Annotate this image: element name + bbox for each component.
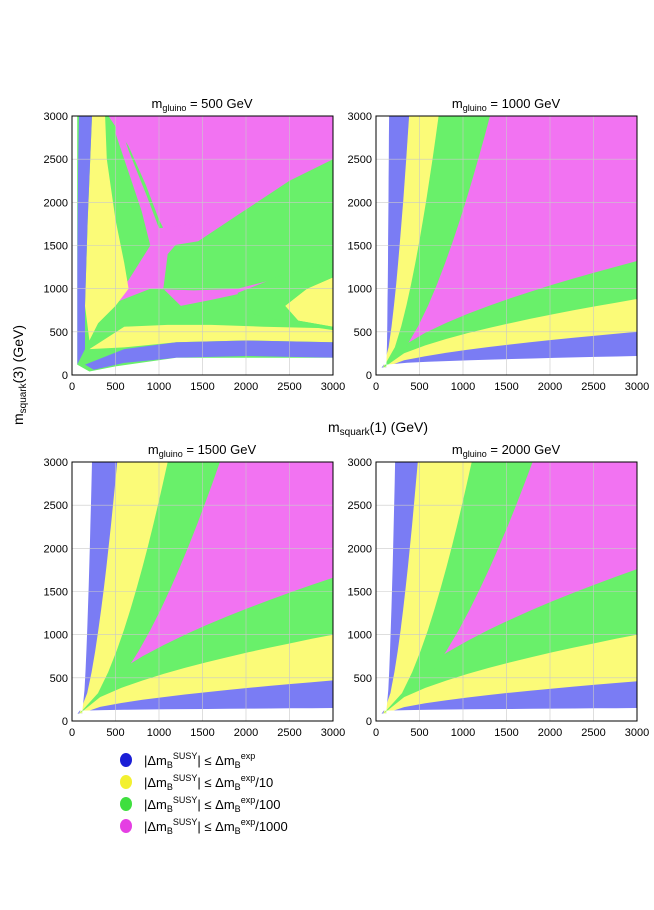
region-green-right <box>237 262 333 331</box>
x-tick-label: 2000 <box>538 381 562 393</box>
y-tick-label: 500 <box>354 673 372 685</box>
panel-3-plot <box>72 462 333 721</box>
x-tick-label: 2500 <box>581 727 605 739</box>
legend-marker <box>120 797 132 811</box>
y-tick-label: 500 <box>354 327 372 339</box>
axes-frame <box>375 461 638 722</box>
y-tick-label: 1000 <box>348 630 372 642</box>
x-tick-label: 1500 <box>494 381 518 393</box>
y-tick-label: 0 <box>366 370 372 382</box>
axes-frame <box>71 461 334 722</box>
legend-marker <box>120 819 132 833</box>
y-tick-label: 2000 <box>44 197 68 209</box>
x-tick-label: 500 <box>106 727 124 739</box>
y-tick-label: 0 <box>62 716 68 728</box>
panel-1-plot <box>72 116 333 375</box>
legend-entry: |ΔmBSUSY| ≤ ΔmBexp <box>144 751 255 770</box>
y-tick-label: 3000 <box>348 111 372 123</box>
legend: |ΔmBSUSY| ≤ ΔmBexp |ΔmBSUSY| ≤ ΔmBexp/10 |… <box>120 751 288 836</box>
panel-2-plot <box>376 116 637 375</box>
panel-3-title: mgluino = 1500 GeV <box>148 442 257 459</box>
region-magenta-upper <box>108 116 333 246</box>
axes-frames: 0 500 1000 1500 2000 2500 3000 0 500 1000 1500 2000… <box>44 111 650 739</box>
y-tick-label: 1000 <box>44 284 68 296</box>
panel-1-title: mgluino = 500 GeV <box>151 96 252 113</box>
y-tick-label: 3000 <box>348 457 372 469</box>
y-axis-label: msquark(3) (GeV) <box>10 325 29 425</box>
region-yellow-left <box>85 116 129 341</box>
x-tick-label: 500 <box>410 727 428 739</box>
y-tick-label: 1500 <box>44 241 68 253</box>
x-tick-label: 2500 <box>277 727 301 739</box>
x-tick-label: 0 <box>373 381 379 393</box>
y-tick-label: 3000 <box>44 111 68 123</box>
x-tick-label: 1000 <box>451 727 475 739</box>
y-tick-label: 500 <box>50 327 68 339</box>
axes-frame <box>375 115 638 376</box>
x-tick-label: 1500 <box>494 727 518 739</box>
region-blue-left <box>77 116 92 365</box>
y-tick-label: 2500 <box>348 154 372 166</box>
legend-entry: |ΔmBSUSY| ≤ ΔmBexp/1000 <box>144 817 288 836</box>
y-tick-label: 0 <box>366 716 372 728</box>
x-tick-label: 3000 <box>625 381 649 393</box>
legend-entry: |ΔmBSUSY| ≤ ΔmBexp/10 <box>144 773 273 792</box>
x-tick-label: 1500 <box>190 381 214 393</box>
legend-marker <box>120 775 132 789</box>
x-tick-label: 2000 <box>538 727 562 739</box>
x-tick-label: 3000 <box>625 727 649 739</box>
y-tick-label: 1000 <box>348 284 372 296</box>
x-tick-label: 2500 <box>277 381 301 393</box>
x-tick-label: 0 <box>373 727 379 739</box>
x-tick-label: 2000 <box>234 381 258 393</box>
y-tick-label: 2500 <box>44 500 68 512</box>
panel-4-plot <box>376 462 637 721</box>
y-tick-label: 2000 <box>348 197 372 209</box>
axes-frame <box>71 115 334 376</box>
x-tick-label: 2500 <box>581 381 605 393</box>
y-tick-label: 0 <box>62 370 68 382</box>
x-tick-label: 1000 <box>147 381 171 393</box>
y-tick-label: 2500 <box>44 154 68 166</box>
x-tick-label: 0 <box>69 381 75 393</box>
y-tick-label: 3000 <box>44 457 68 469</box>
x-tick-label: 500 <box>106 381 124 393</box>
x-tick-label: 2000 <box>234 727 258 739</box>
legend-entry: |ΔmBSUSY| ≤ ΔmBexp/100 <box>144 795 281 814</box>
y-tick-label: 2500 <box>348 500 372 512</box>
panel-4-title: mgluino = 2000 GeV <box>452 442 561 459</box>
legend-marker <box>120 753 132 767</box>
x-tick-label: 1000 <box>451 381 475 393</box>
region-magenta-saddle <box>106 116 333 306</box>
x-tick-label: 1500 <box>190 727 214 739</box>
y-tick-label: 1500 <box>348 587 372 599</box>
region-blue-bottom <box>85 340 333 370</box>
x-tick-label: 500 <box>410 381 428 393</box>
y-tick-label: 2000 <box>44 543 68 555</box>
region-yellow-bottom <box>89 324 333 350</box>
y-tick-label: 2000 <box>348 543 372 555</box>
x-tick-label: 0 <box>69 727 75 739</box>
x-tick-label: 3000 <box>321 727 345 739</box>
x-tick-label: 1000 <box>147 727 171 739</box>
y-tick-label: 1500 <box>348 241 372 253</box>
panel-2-title: mgluino = 1000 GeV <box>452 96 561 113</box>
region-yellow-right <box>285 277 333 327</box>
y-tick-label: 1500 <box>44 587 68 599</box>
x-axis-label: msquark(1) (GeV) <box>328 419 428 438</box>
y-tick-label: 500 <box>50 673 68 685</box>
y-tick-label: 1000 <box>44 630 68 642</box>
x-tick-label: 3000 <box>321 381 345 393</box>
